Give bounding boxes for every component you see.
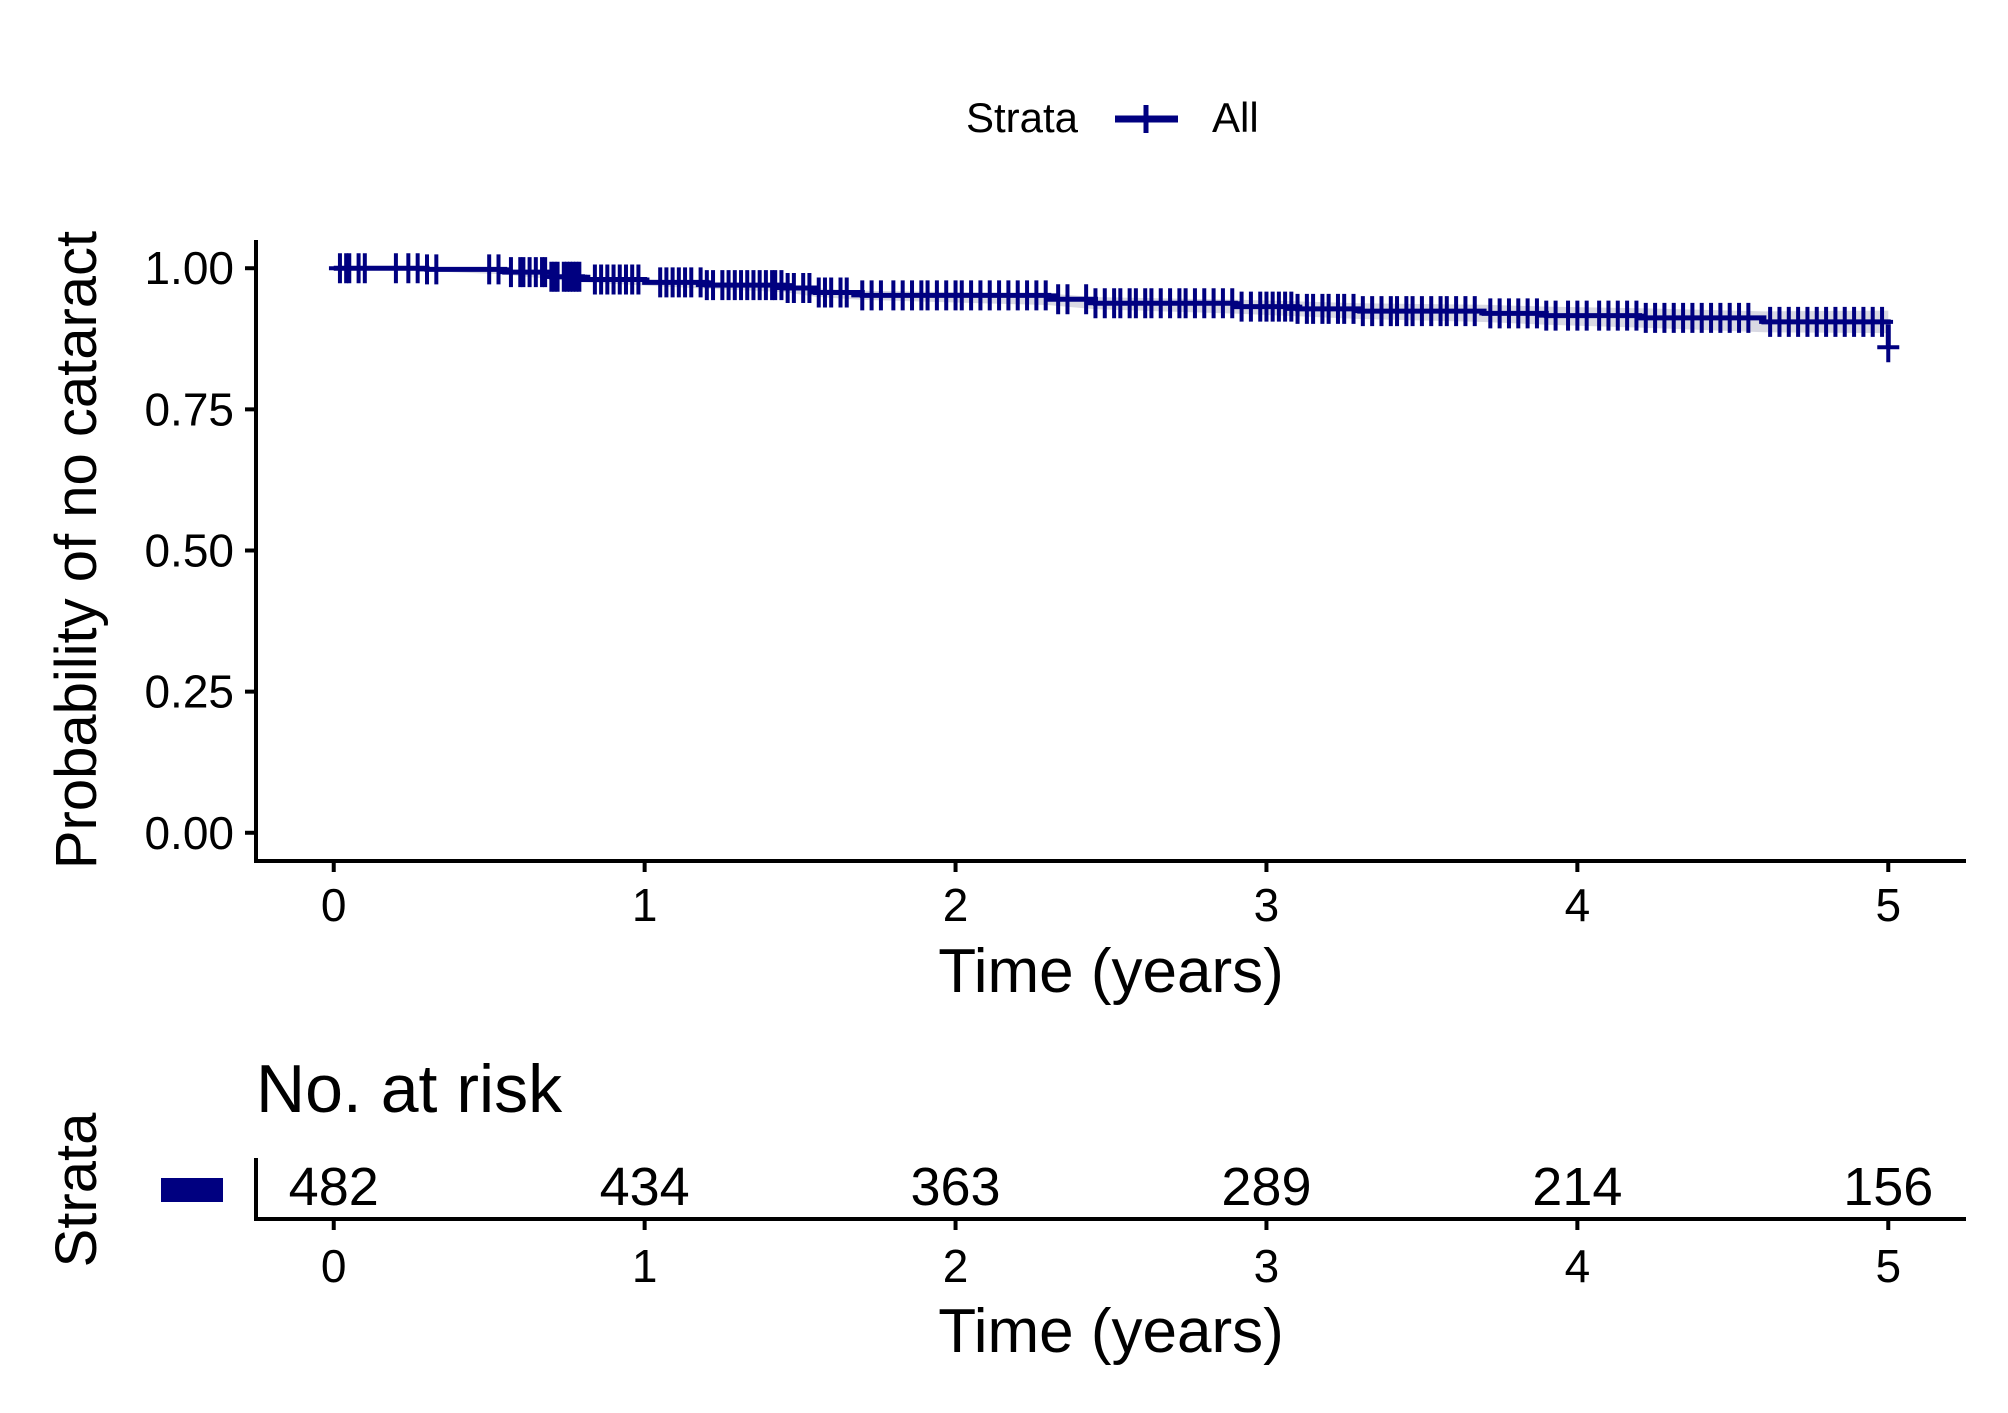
censor-marks bbox=[328, 253, 1900, 363]
censor-mark bbox=[1877, 332, 1900, 363]
x-axis-title: Time (years) bbox=[938, 937, 1284, 1006]
x-tick-label: 5 bbox=[1875, 879, 1901, 931]
risk-count: 363 bbox=[910, 1157, 1000, 1217]
risk-x-tick-label: 1 bbox=[632, 1240, 658, 1292]
risk-table-x-axis-title: Time (years) bbox=[938, 1297, 1284, 1366]
censor-mark bbox=[1463, 296, 1486, 327]
risk-x-tick-label: 2 bbox=[943, 1240, 969, 1292]
legend-key-icon bbox=[1115, 105, 1178, 133]
risk-count: 434 bbox=[600, 1157, 690, 1217]
y-tick-label: 0.25 bbox=[144, 666, 234, 718]
censor-mark bbox=[568, 261, 591, 292]
risk-x-tick-label: 3 bbox=[1254, 1240, 1280, 1292]
censor-mark bbox=[425, 254, 448, 285]
x-axis-ticks: 0 1 2 3 4 5 bbox=[321, 861, 1901, 931]
risk-counts: 482 434 363 289 214 156 bbox=[289, 1157, 1934, 1217]
censor-mark bbox=[1034, 280, 1057, 311]
censor-mark bbox=[627, 264, 650, 295]
x-tick-label: 3 bbox=[1254, 879, 1280, 931]
censor-mark bbox=[1737, 302, 1760, 333]
risk-count: 156 bbox=[1843, 1157, 1933, 1217]
risk-count: 482 bbox=[289, 1157, 379, 1217]
x-tick-label: 0 bbox=[321, 879, 347, 931]
censor-mark bbox=[487, 254, 510, 285]
y-tick-label: 1.00 bbox=[144, 242, 234, 294]
x-tick-label: 2 bbox=[943, 879, 969, 931]
legend-entry-all: All bbox=[1212, 94, 1259, 141]
risk-count: 289 bbox=[1221, 1157, 1311, 1217]
x-tick-label: 4 bbox=[1565, 879, 1591, 931]
y-axis-title: Probability of no cataract bbox=[44, 231, 109, 869]
legend: Strata All bbox=[966, 94, 1259, 141]
legend-title: Strata bbox=[966, 94, 1079, 141]
censor-mark bbox=[1871, 306, 1894, 337]
censor-mark bbox=[835, 277, 858, 308]
censor-mark bbox=[1056, 284, 1079, 315]
risk-table-x-ticks: 0 1 2 3 4 5 bbox=[321, 1219, 1901, 1292]
y-tick-label: 0.50 bbox=[144, 525, 234, 577]
y-axis-ticks: 0.00 0.25 0.50 0.75 1.00 bbox=[144, 242, 256, 859]
strata-color-key bbox=[161, 1178, 223, 1202]
risk-x-tick-label: 5 bbox=[1875, 1240, 1901, 1292]
y-tick-label: 0.00 bbox=[144, 807, 234, 859]
x-tick-label: 1 bbox=[632, 879, 658, 931]
risk-x-tick-label: 4 bbox=[1565, 1240, 1591, 1292]
risk-x-tick-label: 0 bbox=[321, 1240, 347, 1292]
survival-plot: 0.00 0.25 0.50 0.75 1.00 0 1 2 3 4 5 Time (years)… bbox=[44, 231, 1966, 1006]
risk-table: No. at risk Strata 482 434 363 289 214 156 0 1… bbox=[44, 1051, 1966, 1366]
risk-table-ylabel: Strata bbox=[44, 1112, 109, 1267]
y-tick-label: 0.75 bbox=[144, 383, 234, 435]
risk-table-title: No. at risk bbox=[256, 1051, 563, 1127]
risk-count: 214 bbox=[1532, 1157, 1622, 1217]
censor-mark bbox=[353, 253, 376, 284]
